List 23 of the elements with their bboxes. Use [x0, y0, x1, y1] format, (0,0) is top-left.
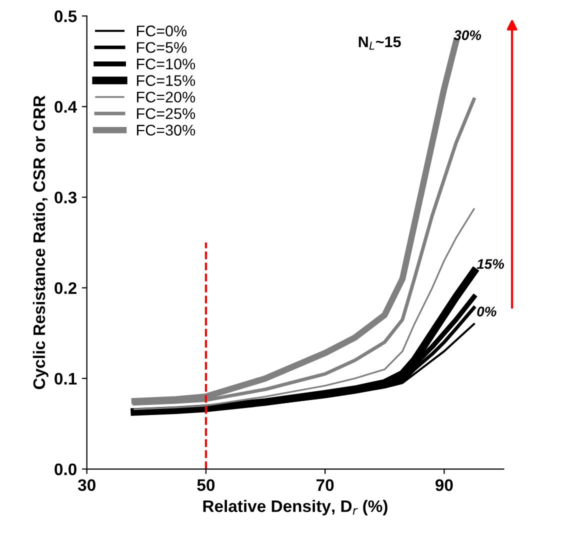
annotation: 30% — [454, 30, 482, 40]
legend-label: FC=5% — [136, 42, 187, 53]
annotation: 0% — [477, 306, 496, 316]
x-tick-label: 70 — [316, 479, 334, 492]
x-tick-label: 90 — [435, 479, 453, 492]
legend-label: FC=10% — [136, 58, 196, 70]
y-tick-label: 0.0 — [54, 463, 76, 476]
x-tick-label: 30 — [78, 479, 96, 492]
legend-label: FC=30% — [136, 124, 196, 136]
y-tick-label: 0.2 — [54, 282, 76, 294]
annotation: N$_{L}$~15 — [358, 36, 401, 50]
y-tick-label: 0.1 — [54, 372, 77, 385]
legend-label: FC=20% — [136, 92, 196, 103]
legend-label: FC=25% — [136, 108, 196, 120]
legend-label: FC=0% — [136, 26, 187, 36]
y-tick-label: 0.3 — [54, 192, 77, 204]
x-axis-title: Relative Density, D$_{r}$ (%) — [203, 500, 388, 516]
x-tick-label: 50 — [197, 479, 215, 492]
y-tick-label: 0.5 — [54, 10, 77, 22]
y-axis-title: Cyclic Resistance Ratio, CSR or CRR — [32, 96, 48, 390]
y-tick-label: 0.4 — [54, 101, 78, 113]
legend-label: FC=15% — [136, 75, 196, 86]
annotation: 15% — [476, 259, 504, 269]
